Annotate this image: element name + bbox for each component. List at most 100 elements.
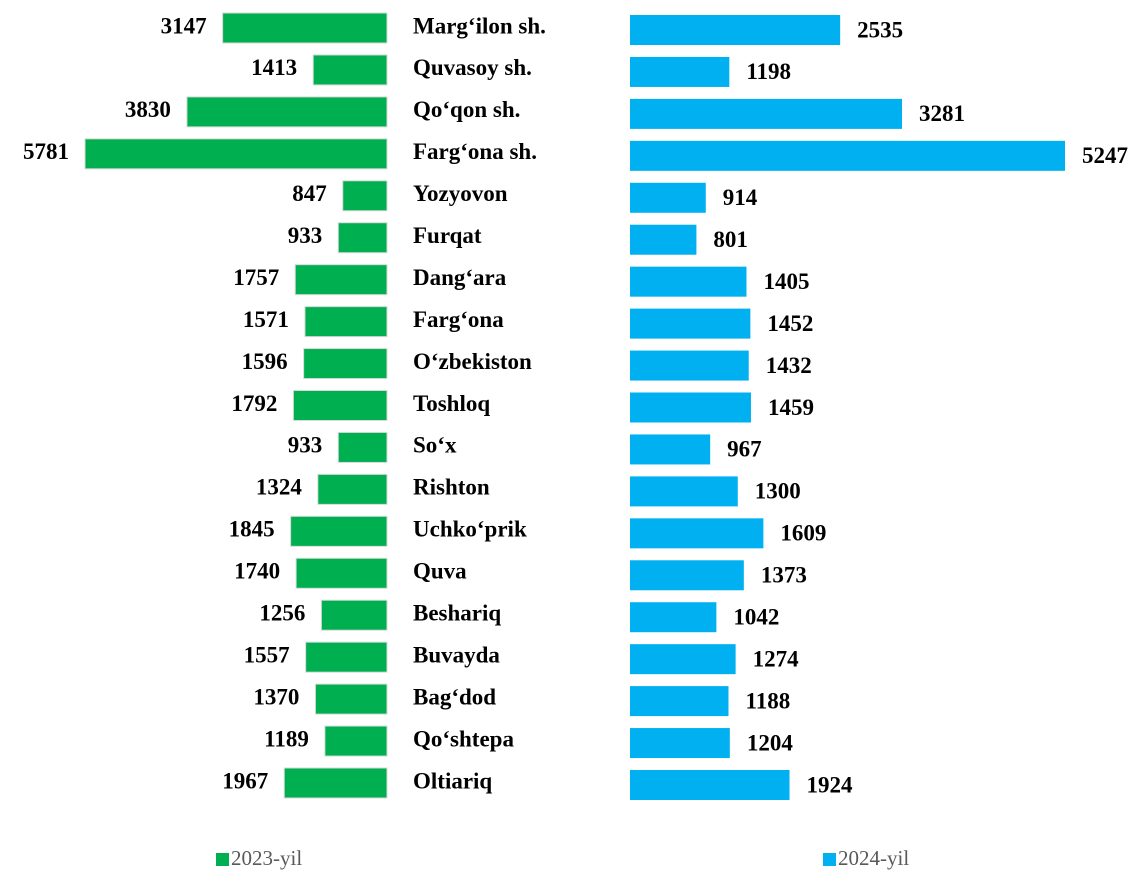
bar (630, 770, 790, 800)
value-label: 1757 (233, 265, 279, 290)
bar (630, 644, 736, 675)
bar (317, 473, 388, 505)
value-label: 1740 (234, 559, 280, 584)
bar (630, 140, 1065, 171)
bar (630, 308, 751, 339)
bar (312, 54, 388, 86)
bar (630, 266, 747, 297)
bar (304, 306, 388, 338)
bar (630, 602, 717, 633)
value-label: 1432 (766, 353, 812, 378)
bar (295, 557, 388, 589)
bar (290, 515, 388, 547)
value-label: 1413 (251, 55, 297, 80)
value-label: 1452 (767, 311, 813, 336)
category-label: O‘zbekiston (413, 349, 532, 374)
value-label: 3281 (919, 101, 965, 126)
value-label: 1204 (747, 730, 794, 755)
category-label: Buvayda (413, 642, 500, 667)
bar (630, 392, 751, 423)
value-label: 801 (713, 227, 748, 252)
bar (630, 15, 841, 45)
category-label: Yozyovon (413, 181, 508, 206)
bar (342, 180, 388, 212)
value-label: 5247 (1082, 143, 1128, 168)
value-label: 1571 (243, 307, 289, 332)
bar (630, 98, 903, 129)
category-label: Qo‘shtepa (413, 726, 514, 751)
value-label: 933 (288, 433, 323, 458)
value-label: 967 (727, 437, 762, 462)
bar (337, 431, 388, 463)
category-label: Marg‘ilon sh. (413, 13, 546, 38)
value-label: 847 (292, 181, 327, 206)
bar (630, 518, 764, 549)
legend-label: 2024-yil (838, 846, 909, 870)
value-label: 2535 (857, 17, 903, 42)
value-label: 1924 (807, 772, 854, 797)
bar (84, 138, 388, 170)
bar (283, 767, 388, 799)
bar (186, 96, 388, 128)
bar (630, 182, 706, 213)
bar (630, 350, 749, 381)
value-label: 1189 (264, 726, 309, 751)
value-label: 1300 (755, 479, 801, 504)
value-label: 1967 (222, 768, 268, 793)
bar (324, 725, 388, 757)
category-label: Farg‘ona sh. (413, 139, 537, 164)
bar (630, 224, 697, 255)
bar (630, 434, 711, 465)
category-label: So‘x (413, 433, 457, 458)
bar (314, 683, 388, 715)
bar (294, 264, 388, 296)
value-label: 1845 (229, 517, 275, 542)
bar (305, 641, 388, 673)
value-label: 5781 (23, 139, 69, 164)
value-label: 1373 (761, 563, 807, 588)
bar (303, 348, 388, 380)
bar (630, 56, 730, 87)
bar (320, 599, 388, 631)
value-label: 1792 (231, 391, 277, 416)
category-label: Dang‘ara (413, 265, 507, 290)
category-label: Beshariq (413, 601, 501, 626)
value-label: 1405 (763, 269, 809, 294)
value-label: 1609 (780, 521, 826, 546)
value-label: 1324 (256, 475, 303, 500)
value-label: 1596 (242, 349, 288, 374)
value-label: 933 (288, 223, 323, 248)
bar (222, 12, 388, 44)
bar (630, 476, 738, 507)
category-label: Furqat (413, 223, 482, 248)
category-label: Quva (413, 559, 467, 584)
category-label: Oltiariq (413, 768, 492, 793)
legend-swatch (216, 853, 229, 866)
legend-swatch (823, 853, 836, 866)
bar (292, 390, 388, 421)
category-label: Uchko‘prik (413, 517, 527, 542)
value-label: 1198 (746, 59, 791, 84)
category-label: Farg‘ona (413, 307, 504, 332)
category-label: Toshloq (413, 391, 490, 416)
category-label: Rishton (413, 475, 490, 500)
category-label: Qo‘qon sh. (413, 97, 520, 122)
value-label: 1274 (753, 646, 800, 671)
bar (337, 222, 388, 254)
value-label: 914 (723, 185, 758, 210)
bar (630, 728, 730, 759)
value-label: 1370 (253, 684, 299, 709)
bar (630, 560, 744, 591)
value-label: 1459 (768, 395, 814, 420)
value-label: 3147 (161, 13, 207, 38)
bar (630, 686, 729, 717)
category-label: Bag‘dod (413, 684, 496, 709)
legend-label: 2023-yil (231, 846, 302, 870)
value-label: 1256 (259, 601, 305, 626)
value-label: 1557 (244, 642, 290, 667)
value-label: 3830 (125, 97, 171, 122)
value-label: 1188 (745, 688, 790, 713)
category-label: Quvasoy sh. (413, 55, 532, 80)
value-label: 1042 (733, 605, 779, 630)
